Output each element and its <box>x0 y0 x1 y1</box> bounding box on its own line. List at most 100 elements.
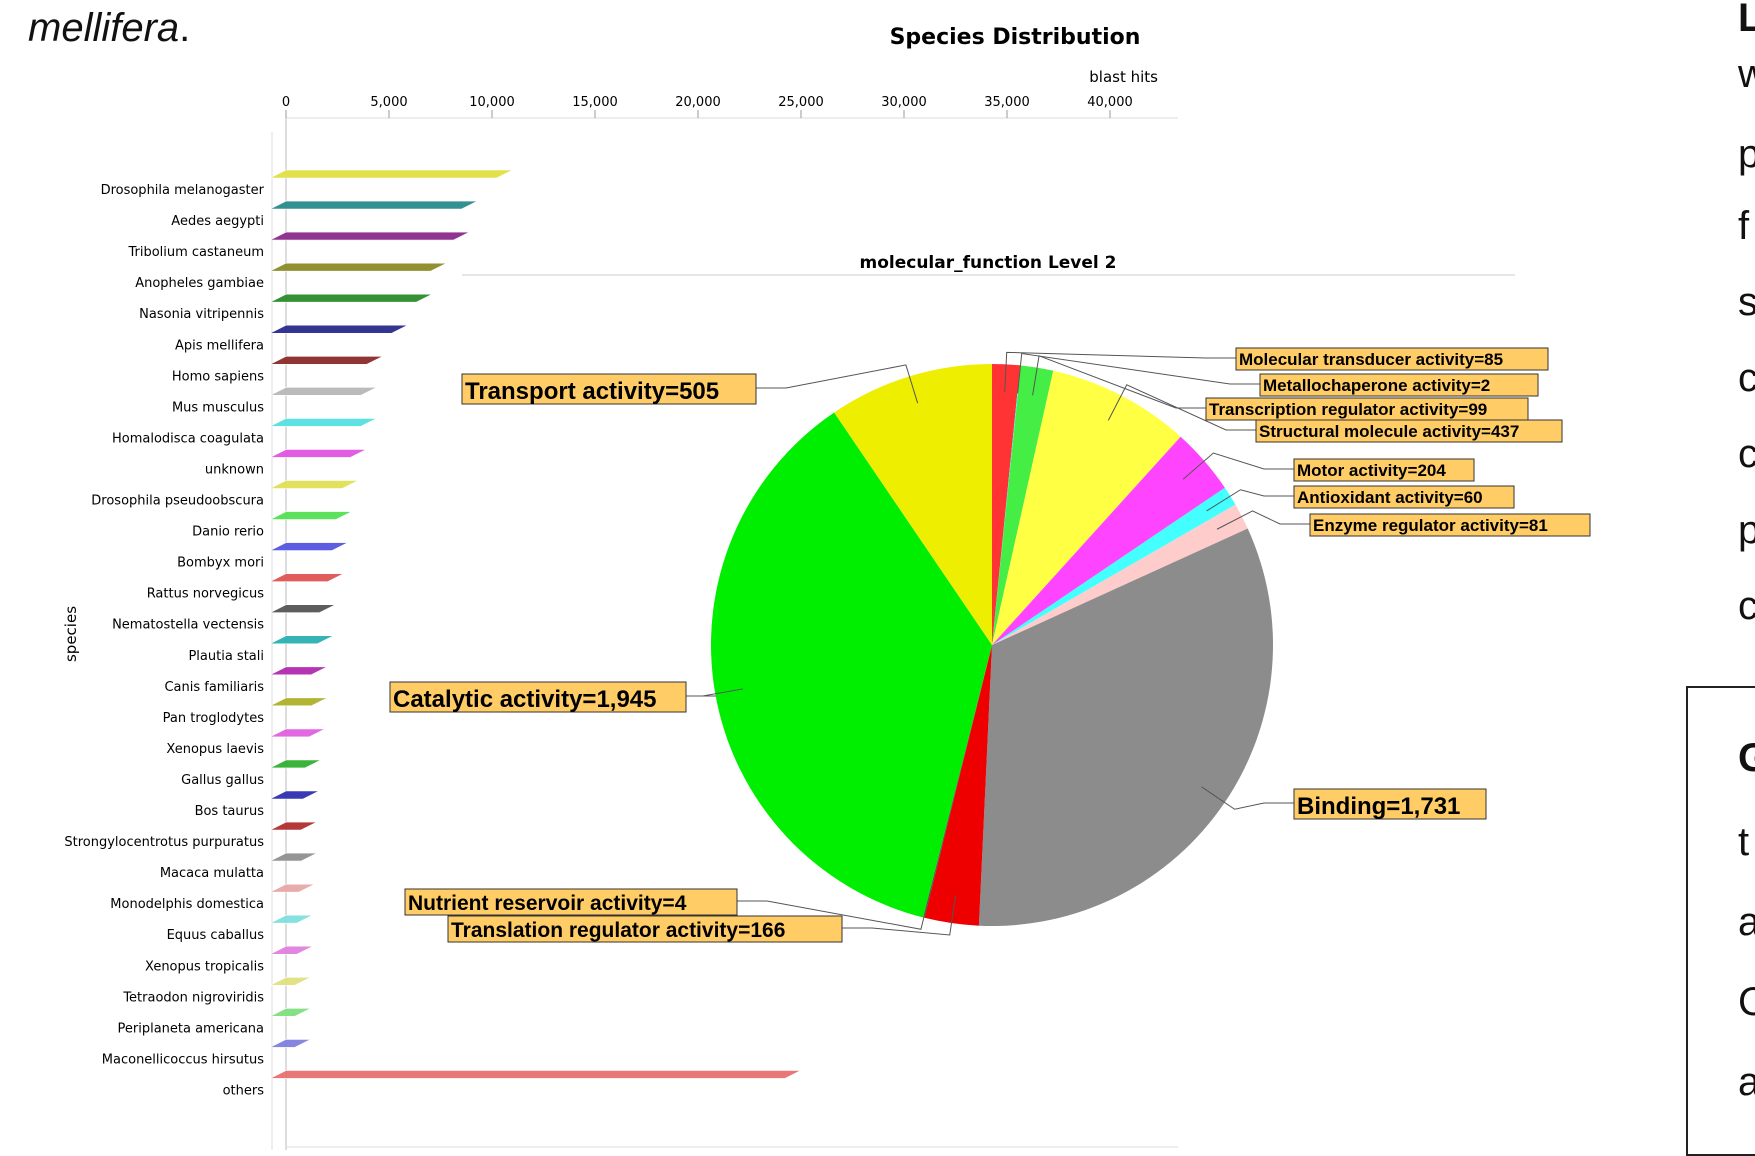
slice-label-box <box>1235 347 1549 371</box>
slice-label: Molecular transducer activity=85 <box>1239 350 1503 369</box>
right-box-text-line: t <box>1738 820 1750 864</box>
x-tick-label: 10,000 <box>469 95 515 110</box>
right-box-text-line: a <box>1738 1060 1755 1104</box>
x-tick-label: 25,000 <box>778 95 824 110</box>
slice-label-box <box>461 373 757 405</box>
pie-slice <box>978 528 1273 926</box>
right-text-line: f <box>1738 204 1750 248</box>
leader-line <box>1182 452 1294 480</box>
bar <box>269 635 334 645</box>
bar <box>269 324 408 334</box>
category-label: Apis mellifera <box>175 338 264 353</box>
bar <box>269 542 348 551</box>
right-text-line: s <box>1738 280 1755 324</box>
category-label: Xenopus laevis <box>166 742 264 757</box>
bar <box>269 976 311 986</box>
category-label: Plautia stali <box>188 649 264 664</box>
pie-slice <box>992 436 1225 645</box>
category-label: Drosophila pseudoobscura <box>91 494 264 509</box>
right-text-line: L <box>1738 0 1755 40</box>
pie-slice <box>992 364 1021 645</box>
category-label: Danio rerio <box>192 525 264 540</box>
right-text-line: w <box>1738 52 1755 96</box>
bar <box>269 697 328 707</box>
bar <box>269 573 344 582</box>
leader-line <box>842 895 957 936</box>
slice-label-box <box>1293 788 1487 820</box>
category-label: Macaca mulatta <box>160 866 264 881</box>
right-text-line: c <box>1738 432 1755 476</box>
category-label: Monodelphis domestica <box>110 897 264 912</box>
bar <box>269 1039 311 1048</box>
category-label: Equus caballus <box>167 928 265 943</box>
leader-line <box>1206 489 1294 512</box>
y-axis-label: species <box>62 606 80 662</box>
bar <box>269 262 447 272</box>
bar <box>269 231 470 241</box>
leader-line <box>737 890 932 930</box>
leader-line <box>1017 352 1260 394</box>
bar <box>269 728 326 738</box>
bar <box>269 480 359 489</box>
category-label: Drosophila melanogaster <box>101 183 265 198</box>
category-label: unknown <box>205 462 264 477</box>
leader-line <box>1032 355 1206 409</box>
pie-slice <box>992 365 1021 645</box>
slice-label: Catalytic activity=1,945 <box>393 686 657 713</box>
x-tick-label: 40,000 <box>1087 95 1133 110</box>
bar <box>269 449 367 458</box>
slice-label: Structural molecule activity=437 <box>1259 422 1519 441</box>
bar <box>269 387 377 396</box>
bar <box>269 790 320 800</box>
leader-line <box>756 364 919 404</box>
leader-line <box>1107 384 1256 431</box>
right-box-text-line: C <box>1738 980 1755 1024</box>
leader-line <box>1201 786 1294 810</box>
slice-label-box <box>1293 485 1515 509</box>
category-label: Rattus norvegicus <box>147 587 265 602</box>
slice-label-box <box>404 888 738 916</box>
right-text-line: p <box>1738 132 1755 176</box>
pie-slice <box>924 645 992 926</box>
category-label: Strongylocentrotus purpuratus <box>64 835 264 850</box>
pie-slice <box>992 365 1054 645</box>
slice-label-box <box>447 915 843 943</box>
bar <box>269 914 313 924</box>
right-text-line: c <box>1738 356 1755 400</box>
x-tick-label: 0 <box>282 95 290 110</box>
x-tick-label: 5,000 <box>370 95 407 110</box>
pie-slice <box>923 645 992 918</box>
pie-slice <box>834 364 992 645</box>
bar <box>269 418 377 427</box>
category-label: Canis familiaris <box>164 680 264 695</box>
bar <box>269 666 328 676</box>
slice-label: Motor activity=204 <box>1297 461 1446 480</box>
leader-line <box>1004 351 1236 393</box>
category-label: Mus musculus <box>172 400 264 415</box>
category-label: Anopheles gambiae <box>135 276 264 291</box>
category-label: Aedes aegypti <box>171 214 264 229</box>
x-tick-label: 30,000 <box>881 95 927 110</box>
pie-slice <box>992 487 1236 645</box>
slice-label-box <box>1293 458 1475 482</box>
slice-label: Transcription regulator activity=99 <box>1209 400 1487 419</box>
x-tick-label: 20,000 <box>675 95 721 110</box>
category-label: Bombyx mori <box>177 556 264 571</box>
category-label: Gallus gallus <box>181 773 264 788</box>
category-label: Pan troglodytes <box>163 711 265 726</box>
bar <box>269 1008 311 1017</box>
category-label: Xenopus tropicalis <box>145 959 264 974</box>
x-tick-label: 15,000 <box>572 95 618 110</box>
pie-slice <box>992 370 1181 645</box>
category-label: Nematostella vectensis <box>112 618 264 633</box>
slice-label-box <box>1309 513 1591 537</box>
slice-label-box <box>1259 373 1539 397</box>
category-label: Nasonia vitripennis <box>139 307 264 322</box>
slice-label: Transport activity=505 <box>465 378 719 405</box>
leader-line <box>686 688 743 697</box>
bar <box>269 293 433 303</box>
pie-slice <box>711 412 992 918</box>
category-label: Tribolium castaneum <box>127 245 264 260</box>
